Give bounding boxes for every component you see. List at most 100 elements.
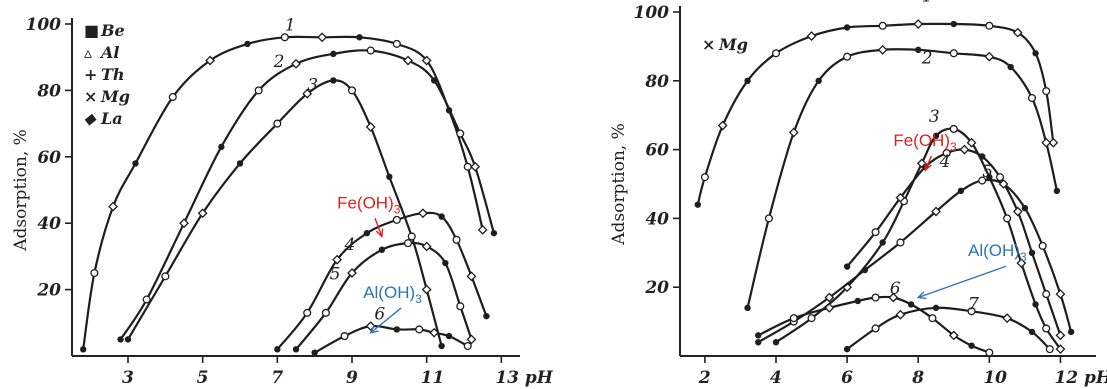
series-curve-6 [314,324,469,354]
data-point [415,325,424,334]
data-point [948,330,959,341]
series-number-label: 1 [922,0,933,7]
data-point [378,246,386,253]
data-point [365,321,376,332]
legend-label: Th [101,65,125,84]
data-point [403,55,413,66]
data-point [363,229,371,237]
data-point [942,148,951,158]
data-point [694,201,701,208]
data-point [407,232,416,241]
data-point [871,324,880,333]
y-tick-label: 100 [634,3,670,23]
data-point [291,58,301,69]
data-point [161,272,170,281]
data-point [347,86,357,95]
data-point [1032,301,1039,308]
data-point [456,129,465,138]
data-point [978,176,987,185]
data-point [968,342,975,349]
data-point [916,158,927,169]
annotation-arrow [370,307,402,334]
data-point [168,92,177,102]
x-tick-label: 11 [421,368,445,388]
series-number-label: 4 [344,235,356,255]
data-point [1003,214,1012,223]
data-point [142,295,151,304]
data-point [1012,206,1023,217]
data-point [871,293,880,302]
data-point [1016,258,1027,269]
data-point [302,88,313,99]
data-point [347,268,357,278]
legend-symbol: + [84,65,97,84]
y-tick-label: 100 [26,15,62,35]
data-point [421,55,432,66]
data-point [273,119,282,128]
data-point [843,24,851,31]
data-point [218,143,225,151]
data-point [979,153,986,160]
series-curve-3 [775,127,1062,350]
legend-label: Mg [718,35,748,54]
legend-symbol: ⬥ [84,109,97,128]
legend-label: Mg [100,87,130,106]
data-point [1041,137,1052,148]
data-point [421,241,432,252]
data-point [1055,289,1066,299]
data-point [949,124,958,134]
data-point [197,208,208,219]
data-point [356,34,363,41]
data-point [421,284,432,295]
data-point [236,160,244,167]
data-point [332,254,342,265]
legend-label: Be [100,21,125,40]
data-point [317,32,328,43]
data-point [717,120,728,131]
x-tick-label: 4 [770,368,782,388]
data-point [843,263,851,270]
data-point [1032,50,1039,57]
series-number-label: 3 [929,107,940,127]
data-point [466,334,477,345]
data-point [950,20,957,28]
series-number-label: 7 [968,295,979,315]
data-point [700,173,709,182]
annotation-label: Al(OH)3 [363,283,422,306]
x-tick-label: 12 pH [1054,368,1107,388]
data-point [108,201,118,212]
x-tick-label: 13 pH [495,368,553,388]
data-point [895,192,906,203]
data-point [895,309,906,320]
data-point [744,77,751,85]
data-point [205,55,216,66]
data-point [755,332,762,339]
data-point [477,224,488,235]
data-point [807,314,816,323]
annotation-arrowhead [369,325,379,334]
data-point [1048,137,1059,148]
data-point [244,40,251,48]
y-tick-label: 40 [645,209,669,229]
x-tick-label: 8 [911,368,924,388]
data-point [824,302,835,313]
data-point [877,44,888,55]
series-number-label: 4 [939,152,951,172]
data-point [80,346,87,353]
data-point [392,215,401,224]
x-tick-label: 6 [841,368,853,388]
annotation-arrow [917,265,1007,299]
series-number-label: 5 [330,265,341,285]
x-tick-label: 7 [271,368,283,388]
data-point [788,127,799,138]
data-point [878,21,887,30]
x-tick-label: 9 [346,368,358,388]
data-point [915,46,922,54]
data-point [959,144,970,155]
data-point [985,348,994,357]
data-point [771,49,781,58]
data-point [254,86,263,95]
annotation-label: Fe(OH)3 [893,131,957,154]
data-point [132,160,139,167]
